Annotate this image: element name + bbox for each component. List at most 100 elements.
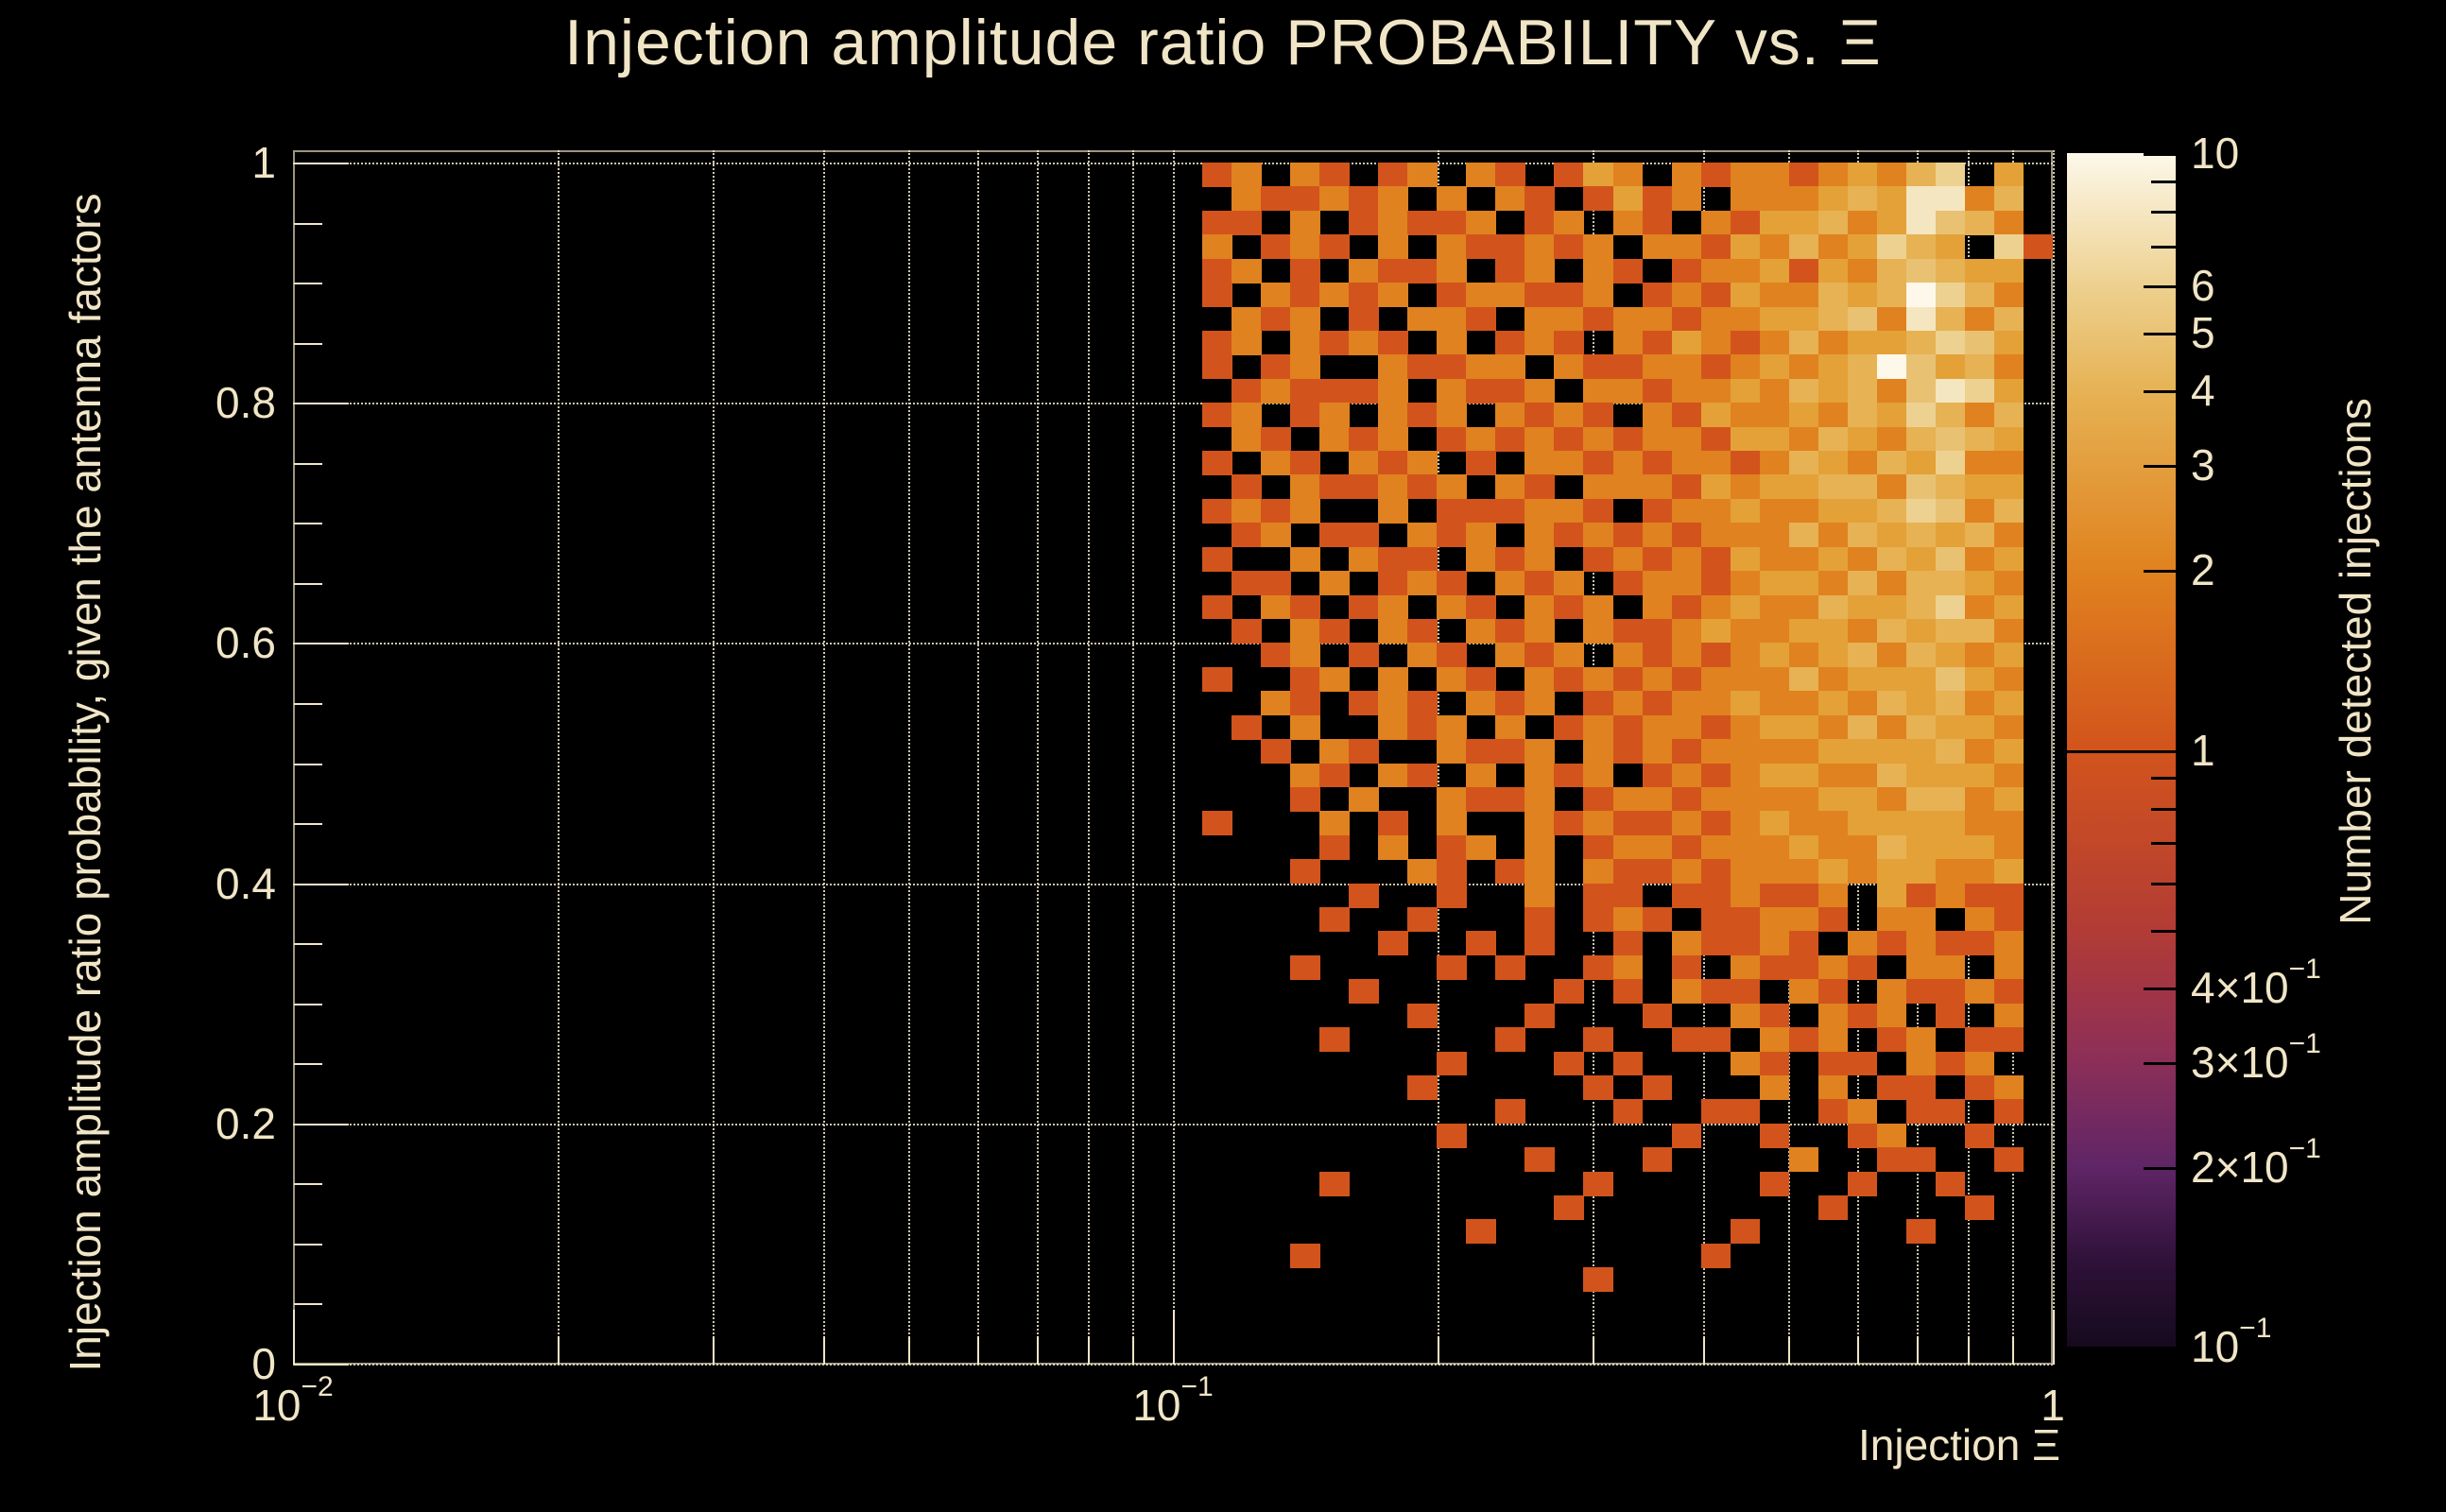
heat-cell: [1730, 354, 1761, 380]
heat-cell: [1759, 546, 1790, 572]
heat-cell: [1642, 451, 1673, 475]
heat-cell: [1524, 811, 1555, 836]
heat-cell: [1700, 931, 1731, 956]
heat-cell: [1495, 330, 1525, 355]
heat-cell: [1993, 979, 2024, 1005]
heat-cell: [1554, 1051, 1584, 1076]
heat-cell: [1964, 859, 1995, 885]
heat-cell: [1437, 883, 1467, 908]
heat-cell: [1671, 834, 1702, 860]
heat-cell: [1437, 498, 1467, 524]
heat-cell: [1407, 1074, 1438, 1100]
heat-cell: [1495, 859, 1525, 885]
heat-cell: [1407, 210, 1438, 235]
heat-cell: [1407, 354, 1438, 380]
heat-cell: [1437, 811, 1467, 836]
heat-cell: [1700, 691, 1731, 716]
heat-cell: [1407, 163, 1438, 187]
heat-cell: [1730, 1099, 1761, 1125]
heat-cell: [1935, 451, 1966, 475]
heat-cell: [1817, 1051, 1849, 1076]
heat-cell: [1554, 403, 1584, 428]
heat-cell: [1495, 498, 1525, 524]
heat-cell: [1876, 883, 1907, 908]
heat-cell: [1847, 163, 1878, 187]
heat-cell: [1935, 523, 1966, 548]
heat-cell: [1993, 1003, 2024, 1028]
heat-cell: [1612, 931, 1644, 956]
heat-cell: [1993, 234, 2024, 260]
heat-cell: [1993, 523, 2024, 548]
heat-cell: [1788, 306, 1819, 332]
colorbar-tick: [2144, 1061, 2176, 1065]
colorbar-minor-tick: [2151, 245, 2176, 249]
heat-cell: [1437, 714, 1467, 740]
x-gridline: [907, 150, 910, 1365]
heat-cell: [1524, 498, 1555, 524]
heat-cell: [1202, 498, 1232, 524]
heat-cell: [1847, 451, 1878, 475]
heat-cell: [1290, 859, 1320, 885]
heat-cell: [1378, 451, 1408, 475]
heat-cell: [1817, 354, 1849, 380]
heat-cell: [1759, 474, 1790, 500]
heat-cell: [1905, 811, 1937, 836]
heat-cell: [1583, 283, 1613, 307]
heat-cell: [1407, 403, 1438, 428]
heat-cell: [1788, 979, 1819, 1005]
y-minor-tick: [294, 222, 322, 225]
heat-cell: [1583, 739, 1613, 764]
colorbar-tick: [2144, 570, 2176, 574]
heat-cell: [1612, 907, 1644, 932]
heat-cell: [1847, 403, 1878, 428]
heat-cell: [1905, 666, 1937, 692]
heat-cell: [1349, 283, 1379, 307]
heat-cell: [1700, 643, 1731, 668]
colorbar-tick-label: 10−1: [2191, 1313, 2272, 1372]
heat-cell: [1232, 210, 1262, 235]
heat-cell: [1642, 834, 1673, 860]
heat-cell: [1437, 403, 1467, 428]
heat-cell: [1817, 979, 1849, 1005]
heat-cell: [1319, 523, 1350, 548]
heat-cell: [1349, 979, 1379, 1005]
heat-cell: [1612, 714, 1644, 740]
x-minor-tick: [977, 1336, 980, 1365]
heat-cell: [1671, 523, 1702, 548]
heat-cell: [1642, 594, 1673, 620]
heat-cell: [1524, 666, 1555, 692]
heat-cell: [1876, 571, 1907, 596]
colorbar-tick: [2144, 390, 2176, 394]
heat-cell: [1788, 234, 1819, 260]
heat-cell: [1847, 643, 1878, 668]
y-tick: [294, 883, 349, 885]
heat-cell: [1847, 354, 1878, 380]
heat-cell: [1202, 811, 1232, 836]
heat-cell: [1349, 474, 1379, 500]
heat-cell: [1437, 1123, 1467, 1148]
heat-cell: [1261, 186, 1291, 212]
heat-cell: [1583, 523, 1613, 548]
heat-cell: [1876, 474, 1907, 500]
heat-cell: [1642, 403, 1673, 428]
x-minor-tick: [907, 1336, 910, 1365]
heat-cell: [1671, 426, 1702, 452]
heat-cell: [1524, 234, 1555, 260]
heat-cell: [1232, 426, 1262, 452]
heat-cell: [1437, 786, 1467, 812]
heat-cell: [1759, 498, 1790, 524]
heat-cell: [1642, 811, 1673, 836]
heat-cell: [1935, 931, 1966, 956]
heat-cell: [1642, 306, 1673, 332]
heat-cell: [1730, 979, 1761, 1005]
y-axis-title: Injection amplitude ratio probability, g…: [60, 193, 110, 1372]
heat-cell: [1319, 739, 1350, 764]
heat-cell: [1612, 354, 1644, 380]
heat-cell: [1583, 378, 1613, 404]
heat-cell: [1524, 763, 1555, 788]
heat-cell: [1876, 1027, 1907, 1053]
heat-cell: [1202, 666, 1232, 692]
heat-cell: [1466, 786, 1496, 812]
heat-cell: [1524, 546, 1555, 572]
heat-cell: [1700, 523, 1731, 548]
